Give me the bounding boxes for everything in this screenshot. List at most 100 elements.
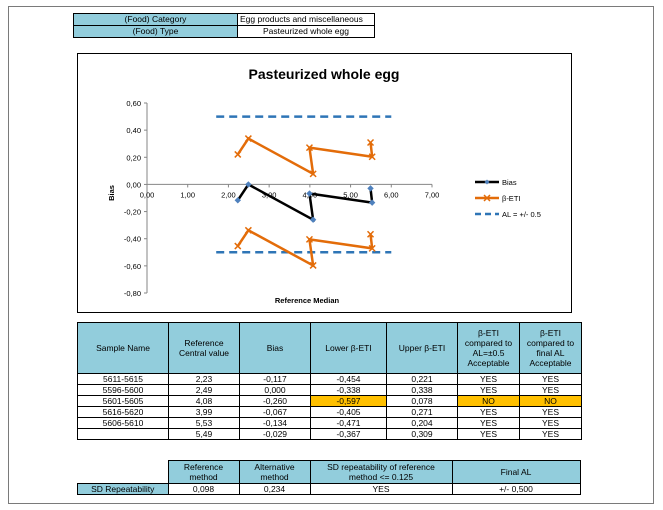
samples-cell: YES [519,406,582,418]
eti-upper-point-b [366,138,375,147]
samples-cell: 5,53 [168,417,240,429]
footer-header-cell: Final AL [451,460,581,484]
y-tick-label: 0,60 [126,99,141,108]
samples-row: 5606-5610 5,53 -0,134 -0,471 0,204 YES YES [77,417,582,429]
repeatability-header-row: Reference method Alternative method SD rep… [78,460,581,484]
bias-point [306,190,313,197]
eti-upper-point-b [309,170,317,178]
samples-cell: 0,204 [386,417,458,429]
footer-row-label: SD Repeatability [77,483,169,495]
eti-lower-point [366,230,375,238]
y-tick-label: -0,60 [124,262,141,271]
bias-point [368,199,376,206]
samples-cell: 0,221 [386,373,458,385]
samples-cell: NO [457,395,520,407]
eti-upper-point [309,170,317,178]
category-label: (Food) Category [73,13,238,26]
eti-lower-point [234,242,242,250]
eti-lower-point-b [368,244,376,252]
bias-point [245,181,252,188]
samples-header-cell: Bias [239,322,311,374]
samples-header-cell: β-ETI compared to AL=±0.5 Acceptable [457,322,520,374]
samples-cell: YES [457,406,520,418]
footer-header-cell: Alternative method [238,460,311,484]
footer-value-cell: 0,098 [167,483,240,495]
samples-header-cell: Sample Name [77,322,169,374]
x-tick-label: 6,00 [384,190,399,199]
samples-cell: YES [457,373,520,385]
y-tick-label: 0,00 [126,180,141,189]
type-value: Pasteurized whole egg [237,25,375,38]
samples-cell: 5611-5615 [77,373,169,385]
eti-upper-point [368,153,376,161]
samples-cell: 5596-5600 [77,384,169,396]
samples-cell: 3,99 [168,406,240,418]
footer-value-cell: 0,234 [238,483,311,495]
eti-lower-point [305,235,313,243]
samples-cell: -0,067 [239,406,311,418]
samples-cell: YES [519,373,582,385]
footer-blank-cell [78,461,169,484]
chart-marks [216,115,392,269]
samples-cell: YES [457,417,520,429]
x-tick-label: 0,00 [140,190,155,199]
samples-cell: -0,338 [310,384,387,396]
samples-header-row: Sample Name Reference Central value Bias Lo… [77,322,582,374]
footer-value-cell: +/- 0,500 [451,483,581,495]
samples-row: 5,49 -0,029 -0,367 0,309 YES YES [77,428,582,440]
footer-header-cell: Reference method [167,460,240,484]
y-tick-label: -0,20 [124,208,141,217]
eti-lower-point-b [234,242,242,250]
samples-cell: -0,597 [310,395,387,407]
eti-lower-point-b [309,261,317,269]
eti-upper-point-b [244,135,252,143]
x-tick-label: 7,00 [425,190,440,199]
eti-upper-point [234,150,242,158]
x-tick-label: 5,00 [343,190,358,199]
samples-cell: 0,338 [386,384,458,396]
samples-table: Sample Name Reference Central value Bias Lo… [77,322,582,440]
y-tick-label: -0,40 [124,235,141,244]
eti-lower-point-b [366,230,375,238]
samples-cell: -0,454 [310,373,387,385]
bias-point [309,216,317,223]
bias-point [367,185,374,192]
samples-header-cell: Upper β-ETI [386,322,458,374]
y-axis-label: Bias [107,185,116,201]
samples-header-cell: Lower β-ETI [310,322,387,374]
samples-cell: 0,309 [386,428,458,440]
samples-row: 5601-5605 4,08 -0,260 -0,597 0,078 NO NO [77,395,582,407]
samples-row: 5596-5600 2,49 0,000 -0,338 0,338 YES YES [77,384,582,396]
samples-cell: 0,000 [239,384,311,396]
samples-cell: 4,08 [168,395,240,407]
chart-title: Pasteurized whole egg [249,66,400,82]
samples-cell: YES [519,384,582,396]
eti-lower-point [368,244,376,252]
legend-al-label: AL = +/- 0.5 [502,210,541,219]
eti-upper-point-b [368,153,376,161]
bias-point [234,197,241,204]
eti-lower-point-b [305,235,313,243]
repeatability-table: Reference method Alternative method SD rep… [77,460,581,495]
eti-upper-point-b [234,150,242,158]
samples-header-cell: β-ETI compared to final AL Acceptable [519,322,582,374]
legend-bias-marker [484,179,490,185]
samples-cell: -0,367 [310,428,387,440]
samples-cell: YES [519,417,582,429]
samples-cell: 5,49 [168,428,240,440]
bias-chart: Pasteurized whole egg Reference Median B… [77,53,572,313]
eti-upper-point [305,144,313,152]
samples-cell: -0,405 [310,406,387,418]
chart-legend: Bias β-ETI AL = +/- 0.5 [475,178,541,219]
footer-value-cell: YES [309,483,453,495]
samples-cell: NO [519,395,582,407]
bias-chart-svg: Pasteurized whole egg Reference Median B… [77,53,572,313]
eti-upper-point [366,138,375,147]
eti-upper-point-b [305,144,313,152]
y-tick-label: 0,20 [126,153,141,162]
legend-eti-marker-b [483,194,491,202]
samples-cell: 5601-5605 [77,395,169,407]
samples-row: 5611-5615 2,23 -0,117 -0,454 0,221 YES YES [77,373,582,385]
x-axis-label: Reference Median [275,296,340,305]
x-tick-label: 2,00 [221,190,236,199]
